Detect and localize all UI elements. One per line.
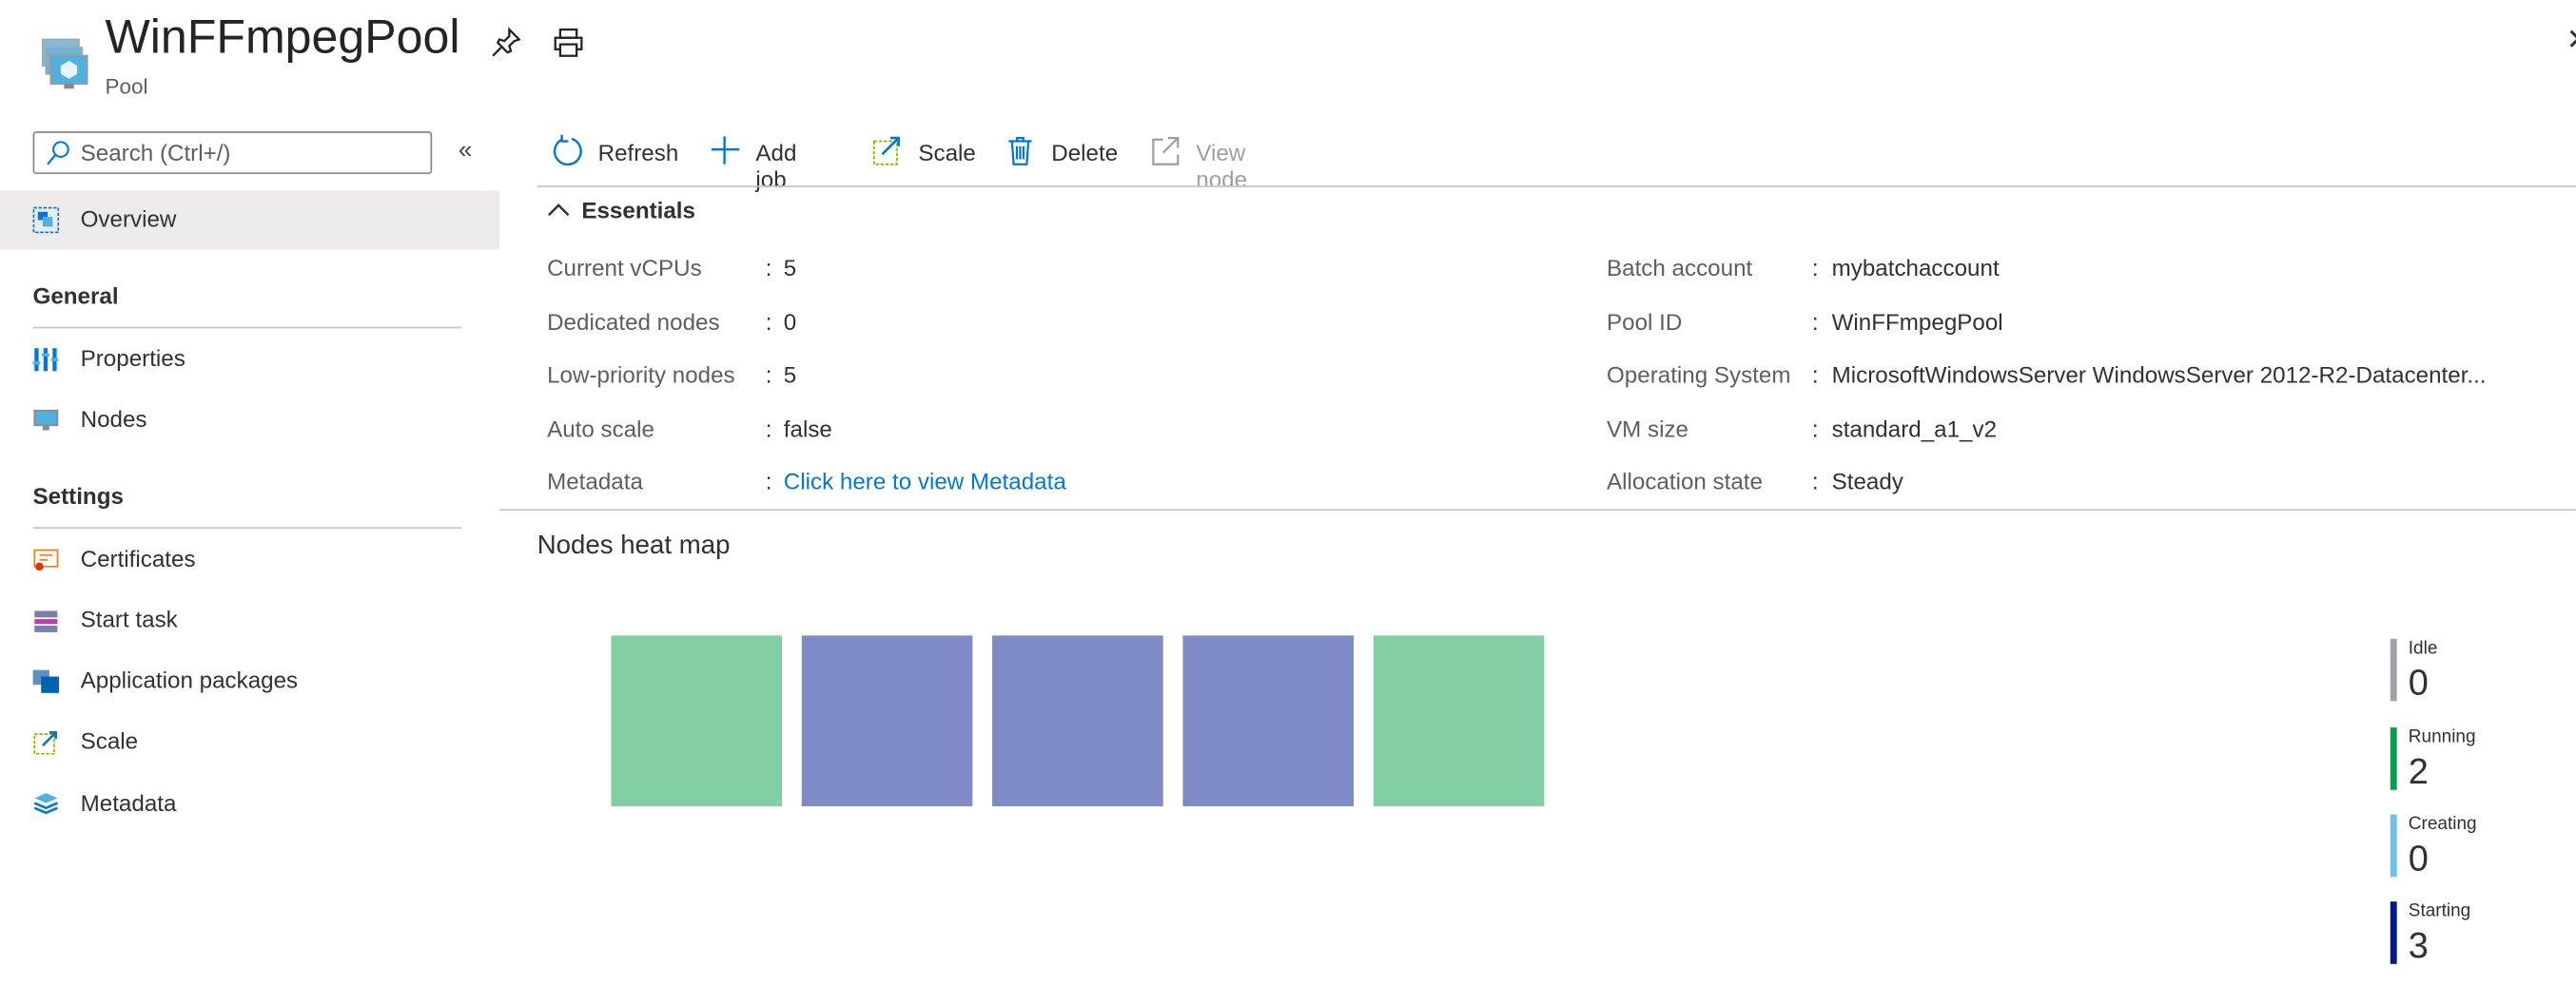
essentials-value: mybatchaccount [1831, 254, 2000, 281]
overview-icon [32, 206, 60, 234]
view-metadata-link[interactable]: Click here to view Metadata [783, 468, 1066, 494]
essentials-value: 0 [783, 308, 797, 336]
sidebar-item-label: Start task [80, 606, 178, 632]
certificate-icon [33, 549, 59, 571]
colon: : [765, 308, 772, 336]
legend-count: 0 [2408, 837, 2429, 879]
sidebar-item-certificates[interactable]: Certificates [0, 531, 499, 590]
section-heading-settings: Settings [32, 482, 124, 510]
legend-count: 3 [2408, 924, 2429, 966]
properties-icon [32, 348, 59, 372]
legend-label: Running [2408, 727, 2476, 747]
print-icon[interactable] [552, 27, 585, 60]
colon: : [1811, 308, 1819, 336]
close-icon[interactable]: ✕ [2566, 23, 2576, 57]
sidebar-item-properties[interactable]: Properties [0, 330, 499, 389]
essentials-value: standard_a1_v2 [1831, 415, 1998, 442]
sidebar-item-label: Overview [80, 204, 177, 232]
sidebar-item-label: Nodes [80, 405, 147, 433]
essentials-label: Metadata [547, 468, 643, 494]
colon: : [765, 415, 772, 442]
legend-creating: Creating 0 [2390, 814, 2477, 879]
refresh-icon [553, 134, 582, 166]
legend-label: Idle [2408, 638, 2438, 659]
legend-color-bar [2390, 814, 2397, 878]
essentials-value: 5 [783, 360, 797, 388]
metadata-icon [33, 793, 58, 815]
legend-starting: Starting 3 [2390, 901, 2470, 966]
node-tile-running[interactable] [611, 635, 783, 806]
sidebar-item-label: Metadata [80, 789, 177, 817]
pin-icon[interactable] [490, 27, 523, 60]
essentials-label: Low-priority nodes [547, 360, 735, 388]
node-tile-starting[interactable] [801, 635, 973, 806]
divider [499, 509, 2576, 512]
sidebar-item-metadata[interactable]: Metadata [0, 775, 499, 834]
collapse-sidebar-button[interactable]: « [458, 136, 473, 164]
legend-count: 2 [2408, 750, 2429, 792]
start-task-icon [34, 610, 58, 632]
chevron-up-icon [547, 203, 570, 217]
node-tile-running[interactable] [1373, 635, 1545, 806]
essentials-label: Dedicated nodes [547, 308, 720, 336]
legend-color-bar [2390, 727, 2397, 790]
sidebar-item-label: Scale [80, 727, 139, 754]
essentials-value: WinFFmpegPool [1831, 308, 2003, 336]
legend-color-bar [2390, 638, 2397, 702]
node-tile-starting[interactable] [992, 635, 1163, 806]
essentials-value: Steady [1831, 468, 1903, 494]
heatmap-title: Nodes heat map [537, 532, 731, 560]
essentials-value: false [783, 415, 832, 442]
sidebar-item-application-packages[interactable]: Application packages [0, 652, 499, 711]
essentials-label: Operating System [1607, 360, 1791, 388]
sidebar-item-start-task[interactable]: Start task [0, 591, 499, 650]
essentials-value: 5 [783, 254, 797, 281]
sidebar-item-label: Certificates [80, 545, 196, 571]
divider [537, 185, 2576, 187]
trash-icon [1008, 136, 1032, 165]
essentials-value: MicrosoftWindowsServer WindowsServer 201… [1831, 360, 2487, 388]
application-packages-icon [32, 669, 60, 693]
sidebar-item-overview[interactable]: Overview [0, 190, 500, 250]
section-heading-general: General [32, 282, 119, 309]
open-external-icon [1152, 136, 1180, 165]
legend-label: Creating [2408, 814, 2477, 835]
essentials-label: Allocation state [1607, 468, 1763, 494]
nodes-icon [33, 409, 59, 431]
sidebar-item-label: Properties [80, 344, 185, 372]
page-title: WinFFmpegPool [105, 11, 460, 65]
search-input[interactable]: Search (Ctrl+/) [32, 131, 433, 175]
sidebar-item-label: Application packages [80, 667, 299, 693]
search-icon [47, 141, 69, 165]
sidebar-item-scale[interactable]: Scale [0, 713, 499, 772]
legend-color-bar [2390, 901, 2397, 964]
colon: : [1811, 360, 1819, 388]
colon: : [1811, 468, 1819, 494]
legend-running: Running 2 [2390, 727, 2476, 792]
legend-count: 0 [2408, 661, 2429, 704]
essentials-label: VM size [1607, 415, 1689, 442]
page-subtitle: Pool [105, 73, 148, 99]
divider [32, 326, 462, 329]
sidebar-item-nodes[interactable]: Nodes [0, 391, 499, 450]
essentials-label: Auto scale [547, 415, 654, 442]
colon: : [765, 360, 772, 388]
scale-icon [872, 136, 900, 165]
essentials-label: Batch account [1607, 254, 1753, 281]
essentials-label: Current vCPUs [547, 254, 702, 281]
colon: : [1811, 254, 1819, 281]
search-placeholder: Search (Ctrl+/) [80, 139, 231, 166]
legend-idle: Idle 0 [2390, 638, 2456, 704]
essentials-label: Pool ID [1607, 308, 1683, 336]
colon: : [765, 468, 772, 494]
pool-icon [42, 38, 88, 89]
divider [32, 527, 462, 530]
colon: : [1811, 415, 1819, 442]
legend-label: Starting [2408, 901, 2471, 921]
colon: : [765, 254, 772, 281]
scale-icon [33, 730, 58, 755]
node-tile-starting[interactable] [1182, 635, 1355, 806]
plus-icon [711, 136, 740, 164]
